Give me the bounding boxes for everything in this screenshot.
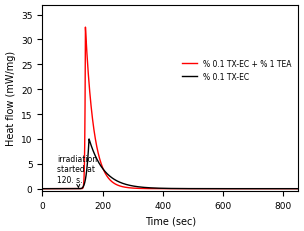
% 0.1 TX-EC + % 1 TEA bbox=[230, 188, 234, 190]
% 0.1 TX-EC + % 1 TEA bbox=[244, 188, 248, 190]
% 0.1 TX-EC bbox=[133, 185, 137, 188]
% 0.1 TX-EC + % 1 TEA bbox=[40, 188, 44, 190]
Line: % 0.1 TX-EC + % 1 TEA: % 0.1 TX-EC + % 1 TEA bbox=[42, 28, 299, 189]
X-axis label: Time (sec): Time (sec) bbox=[145, 216, 196, 225]
% 0.1 TX-EC bbox=[230, 188, 234, 190]
% 0.1 TX-EC + % 1 TEA bbox=[84, 27, 87, 29]
% 0.1 TX-EC bbox=[87, 138, 91, 141]
Y-axis label: Heat flow (mW/mg): Heat flow (mW/mg) bbox=[5, 51, 16, 146]
% 0.1 TX-EC + % 1 TEA bbox=[203, 188, 207, 190]
% 0.1 TX-EC bbox=[40, 188, 44, 190]
% 0.1 TX-EC + % 1 TEA bbox=[133, 187, 137, 190]
Text: irradiation
started at
120. s.: irradiation started at 120. s. bbox=[57, 154, 98, 188]
% 0.1 TX-EC bbox=[192, 187, 196, 190]
% 0.1 TX-EC + % 1 TEA bbox=[192, 188, 196, 190]
Legend: % 0.1 TX-EC + % 1 TEA, % 0.1 TX-EC: % 0.1 TX-EC + % 1 TEA, % 0.1 TX-EC bbox=[179, 57, 295, 85]
% 0.1 TX-EC bbox=[54, 188, 57, 190]
% 0.1 TX-EC + % 1 TEA bbox=[54, 188, 57, 190]
Line: % 0.1 TX-EC: % 0.1 TX-EC bbox=[42, 139, 299, 189]
% 0.1 TX-EC + % 1 TEA bbox=[297, 188, 300, 190]
% 0.1 TX-EC bbox=[297, 188, 300, 190]
% 0.1 TX-EC bbox=[203, 187, 207, 190]
% 0.1 TX-EC bbox=[244, 188, 248, 190]
